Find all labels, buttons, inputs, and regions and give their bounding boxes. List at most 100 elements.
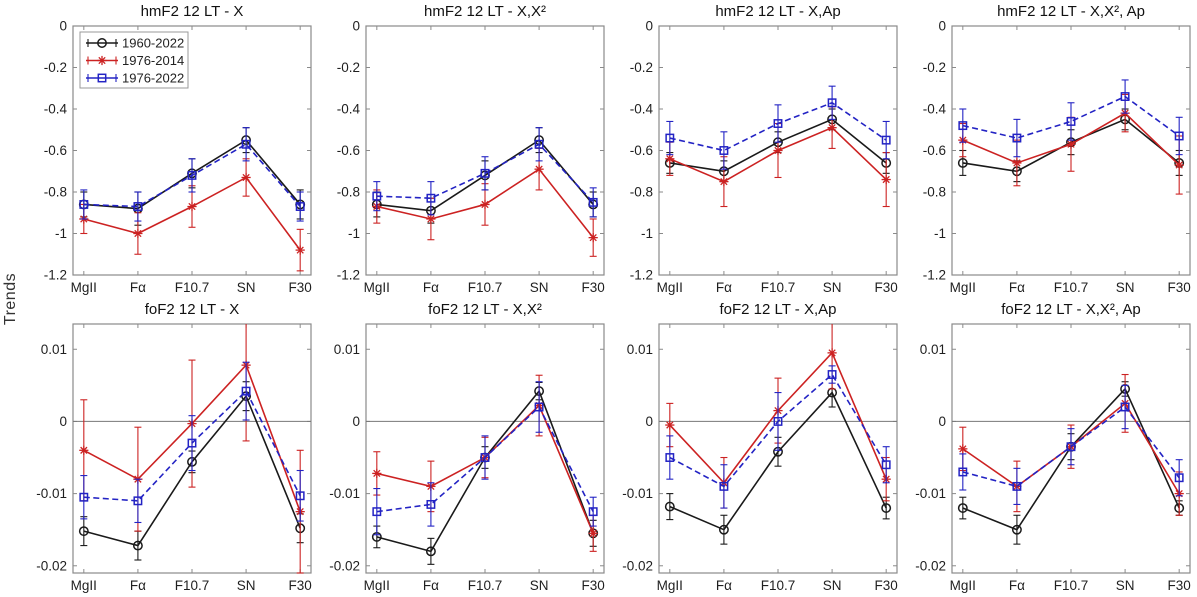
square-marker xyxy=(133,202,143,211)
series-1976-2022 xyxy=(665,365,891,509)
square-marker xyxy=(588,507,598,517)
chart-title: foF2 12 LT - X,Ap xyxy=(719,301,837,318)
square-marker xyxy=(1012,481,1022,491)
series-line-1976-2022 xyxy=(962,95,1180,139)
series-line-1976-2022 xyxy=(376,405,594,513)
y-tick-label: -0.4 xyxy=(923,102,947,117)
asterisk-marker xyxy=(827,348,837,358)
x-tick-label: Fα xyxy=(716,578,732,593)
y-tick-label: -0.4 xyxy=(44,102,68,117)
x-tick-label: F10.7 xyxy=(175,578,210,593)
square-marker xyxy=(719,146,729,155)
x-tick-label: SN xyxy=(530,578,549,593)
legend-label: 1976-2014 xyxy=(122,53,184,68)
y-tick-label: 0.01 xyxy=(627,342,653,357)
subplot-fof2-x-ap: foF2 12 LT - X,Ap 0.01 0 -0.01 -0.02 MgII Fα F… xyxy=(611,298,904,596)
x-tick-label: F30 xyxy=(582,280,605,295)
square-marker xyxy=(827,98,837,108)
asterisk-marker xyxy=(534,164,544,174)
circle-marker xyxy=(78,526,89,537)
circle-marker xyxy=(664,501,675,512)
circle-marker xyxy=(957,158,968,168)
square-marker xyxy=(133,496,143,506)
series-line-1960-2022 xyxy=(669,391,887,531)
plot-area-hmf2-x: 0 -0.2 -0.4 -0.6 -0.8 -1 -1.2 MgII Fα F10.7 SN F30 1… xyxy=(44,21,312,295)
square-marker xyxy=(773,119,783,128)
square-marker xyxy=(187,170,197,180)
square-marker xyxy=(480,453,490,462)
x-tick-label: MgII xyxy=(364,280,390,295)
chart-title: foF2 12 LT - X,X² xyxy=(428,301,542,318)
circle-marker xyxy=(1011,524,1022,535)
legend-circle-marker xyxy=(97,38,107,48)
plot-area-fof2-x-x2: 0.01 0 -0.01 -0.02 MgII Fα F10.7 SN F30 xyxy=(329,323,605,593)
x-tick-label: MgII xyxy=(364,578,390,593)
y-tick-label: 0 xyxy=(59,21,67,34)
square-marker xyxy=(958,467,968,477)
y-tick-label: -1.2 xyxy=(44,268,67,283)
x-tick-label: MgII xyxy=(71,578,97,593)
x-tick-label: F30 xyxy=(875,280,898,295)
square-marker xyxy=(665,133,675,143)
square-marker xyxy=(1174,473,1184,483)
square-marker xyxy=(881,135,891,145)
series-1976-2022 xyxy=(665,85,891,170)
circle-marker xyxy=(881,503,892,513)
y-tick-label: 0.01 xyxy=(334,342,360,357)
x-tick-label: MgII xyxy=(657,280,683,295)
y-tick-label: -0.8 xyxy=(44,185,67,200)
series-line-1976-2022 xyxy=(669,101,887,152)
series-1976-2014 xyxy=(372,147,598,257)
plot-area-hmf2-x-x2-ap: 0 -0.2 -0.4 -0.6 -0.8 -1 -1.2 MgII Fα F10.7 SN F30 xyxy=(923,21,1191,295)
y-tick-label: 0 xyxy=(938,21,946,34)
x-tick-label: F10.7 xyxy=(761,280,796,295)
subplot-grid: hmF2 12 LT - X 0 -0.2 -0.4 -0.6 -0.8 -1 -1.2 Mg… xyxy=(25,0,1197,596)
plot-area-fof2-x-ap: 0.01 0 -0.01 -0.02 MgII Fα F10.7 SN F30 xyxy=(622,323,898,593)
subplot-hmf2-x-ap: hmF2 12 LT - X,Ap 0 -0.2 -0.4 -0.6 -0.8 -1 -1.… xyxy=(611,0,904,298)
chart-title: foF2 12 LT - X xyxy=(144,301,240,318)
square-marker xyxy=(1120,92,1130,101)
square-marker xyxy=(372,507,382,517)
legend-label: 1960-2022 xyxy=(122,36,184,51)
circle-marker xyxy=(957,503,968,513)
square-marker xyxy=(480,168,490,178)
legend-asterisk-marker xyxy=(97,55,107,66)
asterisk-marker xyxy=(480,199,490,210)
x-tick-label: MgII xyxy=(950,578,976,593)
x-tick-label: SN xyxy=(530,280,549,295)
axes-frame xyxy=(365,25,605,276)
x-tick-label: SN xyxy=(237,578,256,593)
asterisk-marker xyxy=(133,228,143,239)
y-tick-label: -0.01 xyxy=(915,486,946,501)
y-tick-label: -0.6 xyxy=(630,143,653,158)
x-tick-label: F10.7 xyxy=(175,280,210,295)
y-tick-label: -0.6 xyxy=(337,143,360,158)
square-marker xyxy=(241,139,251,149)
series-1976-2022 xyxy=(79,361,305,524)
subplot-hmf2-x-x2-ap: hmF2 12 LT - X,X², Ap 0 -0.2 -0.4 -0.6 -0.8 -… xyxy=(904,0,1197,298)
square-marker xyxy=(79,492,89,502)
x-tick-label: Fα xyxy=(1009,578,1025,593)
series-1976-2022 xyxy=(958,384,1184,505)
y-tick-label: 0.01 xyxy=(920,342,946,357)
y-tick-label: -1.2 xyxy=(630,268,653,283)
series-line-1976-2022 xyxy=(376,143,594,203)
x-tick-label: Fα xyxy=(1009,280,1025,295)
x-tick-label: SN xyxy=(237,280,256,295)
square-marker xyxy=(1174,131,1184,141)
y-tick-label: 0 xyxy=(59,414,67,429)
y-tick-label: 0 xyxy=(938,414,946,429)
series-1976-2014 xyxy=(79,158,305,272)
asterisk-marker xyxy=(1174,160,1184,170)
legend: 1960-2022 1976-2014 1976-2022 xyxy=(79,31,189,89)
x-tick-label: F10.7 xyxy=(468,578,503,593)
asterisk-marker xyxy=(295,245,305,255)
square-marker xyxy=(295,202,305,211)
series-1976-2022 xyxy=(958,79,1184,158)
chart-title: hmF2 12 LT - X,X², Ap xyxy=(997,3,1145,20)
x-tick-label: F30 xyxy=(1168,280,1191,295)
series-line-1976-2022 xyxy=(669,373,887,488)
asterisk-marker xyxy=(588,528,598,538)
y-tick-label: -0.4 xyxy=(630,102,654,117)
x-tick-label: MgII xyxy=(950,280,976,295)
